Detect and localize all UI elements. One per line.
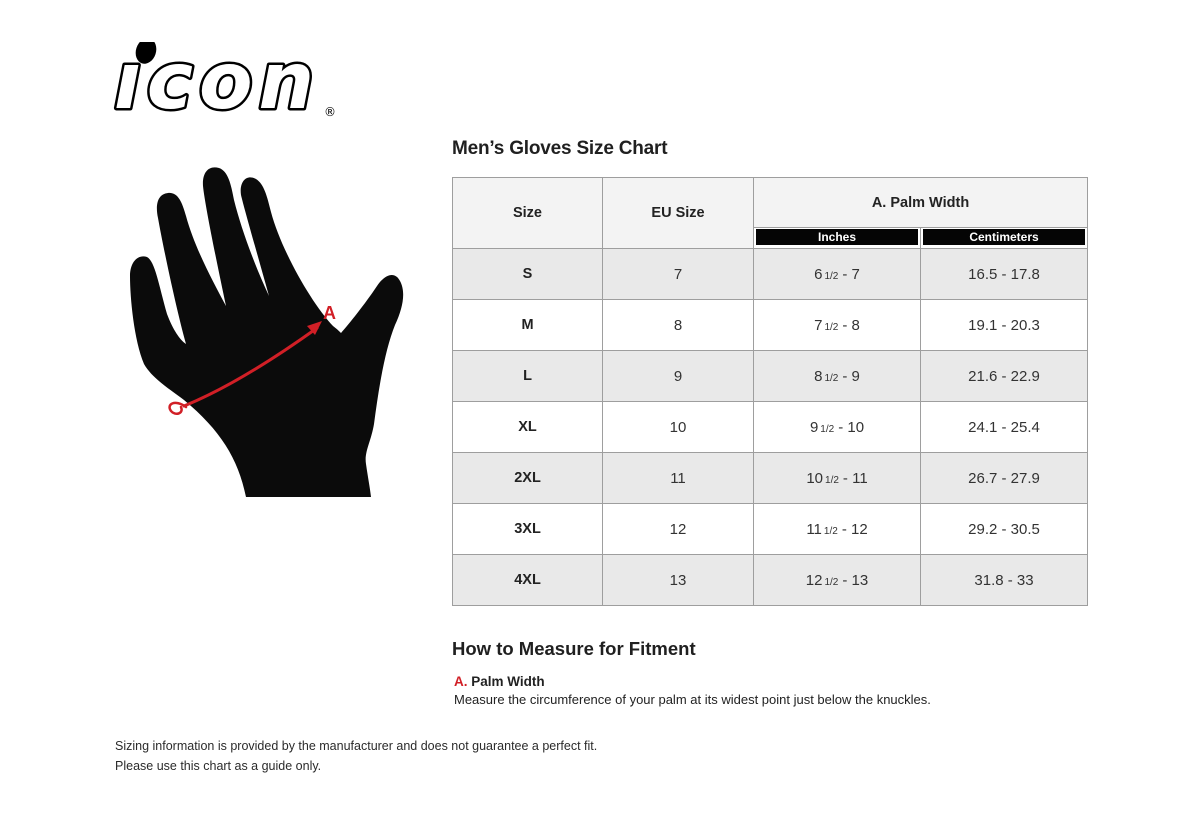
size-cell: 2XL [452, 452, 603, 504]
table-row: XL 10 9 1/2- 10 24.1 - 25.4 [452, 401, 1089, 453]
hand-diagram: A [130, 167, 404, 497]
eu-cell: 9 [602, 350, 754, 402]
hand-silhouette [130, 167, 404, 497]
size-cell: S [452, 248, 603, 300]
subheader-inches-cell: Inches [753, 227, 921, 249]
size-cell: XL [452, 401, 603, 453]
col-header-eu-size: EU Size [602, 177, 754, 249]
measure-item-key: A. [454, 674, 468, 689]
inches-rest: - 9 [842, 367, 860, 385]
cm-cell: 29.2 - 30.5 [919, 503, 1089, 555]
inches-cell: 8 1/2- 9 [753, 350, 921, 402]
inches-fraction: 1/2 [820, 423, 835, 435]
inches-fraction: 1/2 [825, 474, 839, 486]
inches-rest: - 10 [838, 418, 865, 436]
table-row: S 7 6 1/2- 7 16.5 - 17.8 [452, 248, 1089, 300]
eu-cell: 13 [602, 554, 754, 606]
table-subheader-row: Inches Centimeters [453, 227, 1089, 249]
inches-fraction: 1/2 [824, 270, 839, 282]
table-row: 4XL 13 12 1/2- 13 31.8 - 33 [452, 554, 1089, 606]
inches-rest: - 11 [842, 469, 868, 487]
measurement-line-curl [168, 401, 188, 416]
eu-cell: 11 [602, 452, 754, 504]
inches-cell: 6 1/2- 7 [753, 248, 921, 300]
col-header-centimeters: Centimeters [923, 229, 1086, 245]
measurement-arrowhead [307, 321, 322, 335]
size-cell: L [452, 350, 603, 402]
eu-cell: 8 [602, 299, 754, 351]
inches-cell: 11 1/2- 12 [753, 503, 921, 555]
measurement-label-a: A [323, 303, 336, 323]
cm-cell: 21.6 - 22.9 [919, 350, 1089, 402]
inches-cell: 12 1/2- 13 [753, 554, 921, 606]
disclaimer-line-1: Sizing information is provided by the ma… [115, 739, 598, 753]
cm-cell: 31.8 - 33 [919, 554, 1089, 606]
cm-cell: 19.1 - 20.3 [919, 299, 1089, 351]
size-cell: 4XL [452, 554, 603, 606]
inches-fraction: 1/2 [824, 576, 839, 588]
cm-cell: 24.1 - 25.4 [919, 401, 1089, 453]
inches-fraction: 1/2 [823, 525, 838, 537]
size-cell: M [452, 299, 603, 351]
measure-heading: How to Measure for Fitment [452, 638, 696, 659]
icon-logo: ıcon ® [112, 42, 336, 122]
eu-cell: 10 [602, 401, 754, 453]
inches-base: 8 [814, 367, 823, 385]
icon-logo-i-dot [135, 42, 157, 64]
inches-base: 7 [814, 316, 823, 334]
inches-rest: - 7 [842, 265, 860, 283]
inches-base: 12 [805, 571, 823, 589]
col-header-palm-width: A. Palm Width [752, 177, 1089, 228]
inches-rest: - 12 [841, 520, 868, 538]
subheader-centimeters-cell: Centimeters [919, 227, 1089, 249]
inches-rest: - 8 [842, 316, 860, 334]
table-row: 2XL 11 10 1/2- 11 26.7 - 27.9 [452, 452, 1089, 504]
measure-item-description: Measure the circumference of your palm a… [454, 692, 931, 707]
inches-base: 9 [809, 418, 819, 436]
inches-fraction: 1/2 [824, 321, 839, 333]
table-row: 3XL 12 11 1/2- 12 29.2 - 30.5 [452, 503, 1089, 555]
table-row: M 8 7 1/2- 8 19.1 - 20.3 [452, 299, 1089, 351]
col-header-size: Size [452, 177, 603, 249]
table-header-row: Size EU Size A. Palm Width [452, 177, 1089, 249]
disclaimer: Sizing information is provided by the ma… [115, 736, 597, 776]
table-row: L 9 8 1/2- 9 21.6 - 22.9 [452, 350, 1089, 402]
inches-base: 6 [814, 265, 823, 283]
registered-mark: ® [324, 105, 336, 119]
measurement-line [182, 326, 319, 408]
inches-rest: - 13 [842, 571, 869, 589]
size-cell: 3XL [452, 503, 603, 555]
inches-cell: 9 1/2- 10 [753, 401, 921, 453]
disclaimer-line-2: Please use this chart as a guide only. [115, 759, 322, 773]
size-table: Size EU Size A. Palm Width Inches Centim… [452, 177, 1089, 606]
cm-cell: 16.5 - 17.8 [919, 248, 1089, 300]
inches-fraction: 1/2 [824, 372, 839, 384]
eu-cell: 12 [602, 503, 754, 555]
measure-item-name: Palm Width [467, 674, 545, 689]
cm-cell: 26.7 - 27.9 [919, 452, 1089, 504]
inches-base: 11 [806, 520, 822, 538]
inches-base: 10 [806, 469, 824, 487]
eu-cell: 7 [602, 248, 754, 300]
inches-cell: 10 1/2- 11 [753, 452, 921, 504]
measure-item-label: A. Palm Width [454, 674, 545, 689]
col-header-inches: Inches [756, 229, 918, 245]
table-title: Men’s Gloves Size Chart [452, 138, 668, 159]
inches-cell: 7 1/2- 8 [753, 299, 921, 351]
